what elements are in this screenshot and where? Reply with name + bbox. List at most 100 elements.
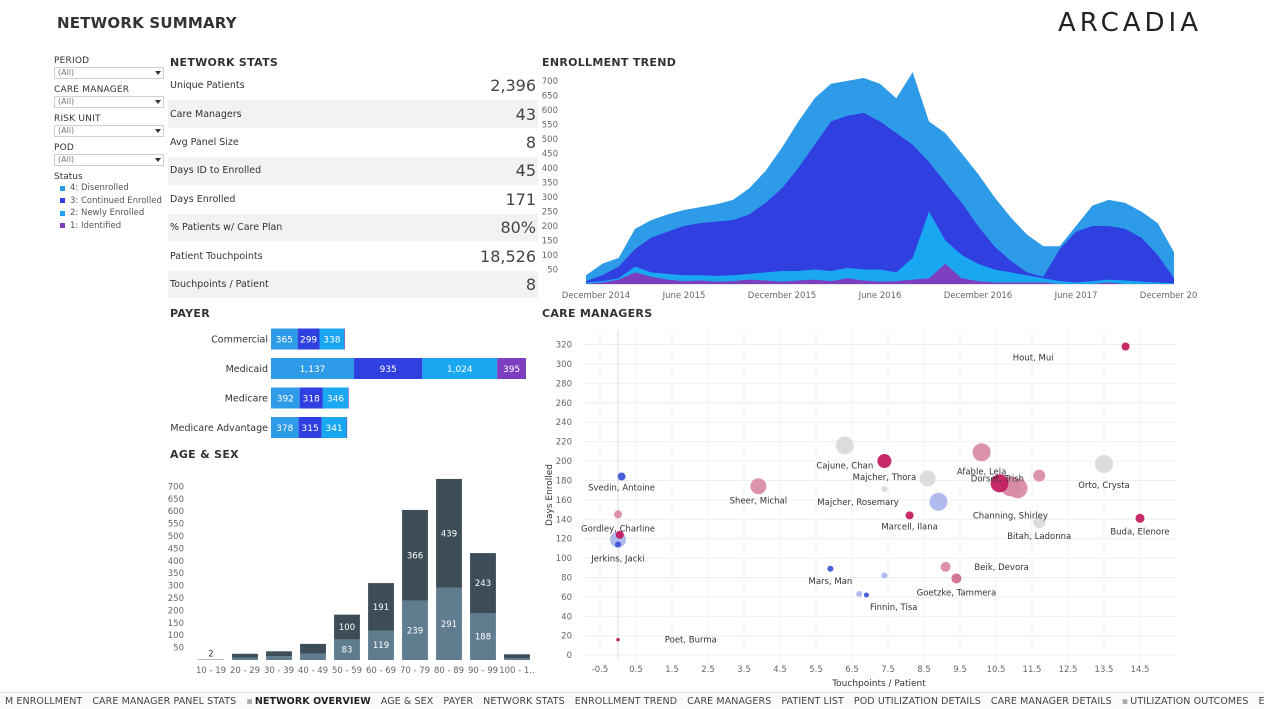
care-manager-filter-select[interactable]: (All) [54,96,164,108]
stat-value: 8 [525,132,536,152]
status-legend-label: 4: Disenrolled [70,183,129,193]
age-x-tick-label: 20 - 29 [230,666,260,676]
age-bar-segment [504,654,530,659]
scatter-x-tick-label: 9.5 [953,665,967,675]
scatter-point [863,592,869,598]
status-legend-item[interactable]: 4: Disenrolled [54,182,164,195]
sheet-tab[interactable]: ENROLLMENT [1253,696,1264,707]
scatter-point-label: Dorset, Trish [971,475,1024,485]
scatter-point [1121,342,1130,351]
scatter-point [1033,516,1046,529]
sheet-tab-label: ENROLLMENT [1258,695,1264,707]
age-bar-segment [470,553,496,614]
scatter-point [919,470,936,487]
scatter-point-label: Finnin, Tisa [870,603,918,613]
enrollment-trend-chart: 50 100 150 200 250 300 350 400 450 500 550 600 650 70… [542,72,1198,301]
scatter-point [1033,469,1046,482]
scatter-y-tick-label: 280 [556,379,572,389]
sheet-tab-label: AGE & SEX [380,695,434,707]
scatter-point-label: Gordley, Charline [581,524,655,534]
sheet-tab[interactable]: PATIENT LIST [776,696,849,707]
sheet-tab[interactable]: ▪ NETWORK OVERVIEW [241,696,375,707]
trend-y-tick-label: 400 [542,164,558,174]
age-y-tick-label: 700 [168,482,184,492]
status-legend: 4: Disenrolled 3: Continued Enrolled 2: Ne… [54,182,164,232]
age-bar-segment [266,656,292,660]
age-bar-segment [334,639,360,660]
sheet-tab[interactable]: PAYER [438,696,478,707]
payer-chart: Commercial 365 299 338 Medicaid 1,137 935 1,024… [170,328,526,438]
sheet-tab-label: PAYER [443,695,474,707]
payer-value-label: 1,137 [300,365,326,375]
status-legend-item[interactable]: 3: Continued Enrolled [54,195,164,208]
scatter-x-axis-label: Touchpoints / Patient [831,679,926,689]
scatter-y-tick-label: 300 [556,360,572,370]
pod-filter-select[interactable]: (All) [54,154,164,166]
scatter-y-tick-label: 140 [556,515,572,525]
scatter-point [990,474,1009,493]
care-manager-filter-label: CARE MANAGER [54,85,130,95]
scatter-y-tick-label: 160 [556,496,572,506]
payer-bar-segment [354,358,423,379]
care-managers-title: CARE MANAGERS [542,307,653,320]
sheet-tab[interactable]: M ENROLLMENT [0,696,87,707]
scatter-y-tick-label: 320 [556,341,572,351]
stat-label: Patient Touchpoints [170,250,263,262]
scatter-y-tick-label: 220 [556,438,572,448]
period-filter-select[interactable]: (All) [54,67,164,79]
scatter-point-label: Majcher, Rosemary [817,498,899,508]
scatter-x-tick-label: 4.5 [773,665,787,675]
status-legend-item[interactable]: 2: Newly Enrolled [54,207,164,220]
scatter-x-tick-label: 6.5 [845,665,859,675]
scatter-point-label: Mars, Man [808,577,852,587]
sheet-tab[interactable]: CARE MANAGERS [682,696,776,707]
scatter-x-tick-label: 8.5 [917,665,931,675]
payer-bar-segment [298,417,322,438]
age-bar-segment [436,478,462,588]
sheet-tab[interactable]: ENROLLMENT TREND [570,696,682,707]
sheet-tab[interactable]: CARE MANAGER DETAILS [986,696,1117,707]
sheet-tab[interactable]: CARE MANAGER PANEL STATS [87,696,241,707]
risk-unit-filter-select[interactable]: (All) [54,125,164,137]
payer-value-label: 365 [276,336,293,346]
trend-y-tick-label: 100 [542,251,558,261]
sheet-tab-label: CARE MANAGER DETAILS [990,695,1112,707]
age-y-tick-label: 600 [168,507,184,517]
age-bar-segment [436,587,462,660]
scatter-point [750,478,767,495]
scatter-y-tick-label: 240 [556,418,572,428]
payer-value-label: 318 [303,395,320,405]
scatter-x-tick-label: 3.5 [737,665,751,675]
payer-bar-segment [299,387,323,409]
age-bar-segment [504,658,530,660]
scatter-y-axis-label: Days Enrolled [545,464,555,526]
scatter-y-tick-label: 180 [556,476,572,486]
status-legend-item[interactable]: 1: Identified [54,220,164,233]
age-value-label: 366 [407,551,423,561]
stat-row: Patient Touchpoints 18,526 [168,242,538,271]
sheet-tab-label: ENROLLMENT TREND [574,695,678,707]
trend-x-tick-label: June 2016 [858,291,902,301]
sheet-tab[interactable]: NETWORK STATS [478,696,570,707]
risk-unit-filter-value: (All) [58,126,75,135]
period-filter-label: PERIOD [54,56,90,66]
age-bar-segment [368,583,394,631]
brand-logo: ARCADIA [1058,8,1202,38]
payer-category-label: Commercial [211,335,268,346]
scatter-point [1007,478,1028,499]
age-value-label: 188 [475,633,491,643]
stat-label: Days Enrolled [170,193,236,205]
status-legend-label: 2: Newly Enrolled [70,208,145,218]
age-bar-segment [266,651,292,657]
age-x-tick-label: 30 - 39 [264,666,294,676]
age-bar-segment [334,614,360,640]
scatter-point [877,454,892,469]
trend-y-tick-label: 650 [542,91,558,101]
chevron-down-icon [155,100,161,104]
scatter-y-tick-label: 260 [556,399,572,409]
pod-filter-label: POD [54,143,75,153]
sheet-tab[interactable]: AGE & SEX [376,696,439,707]
sheet-tab[interactable]: POD UTILIZATION DETAILS [849,696,986,707]
network-stats-title: NETWORK STATS [170,56,279,69]
sheet-tab[interactable]: ▪ UTILIZATION OUTCOMES [1117,696,1254,707]
